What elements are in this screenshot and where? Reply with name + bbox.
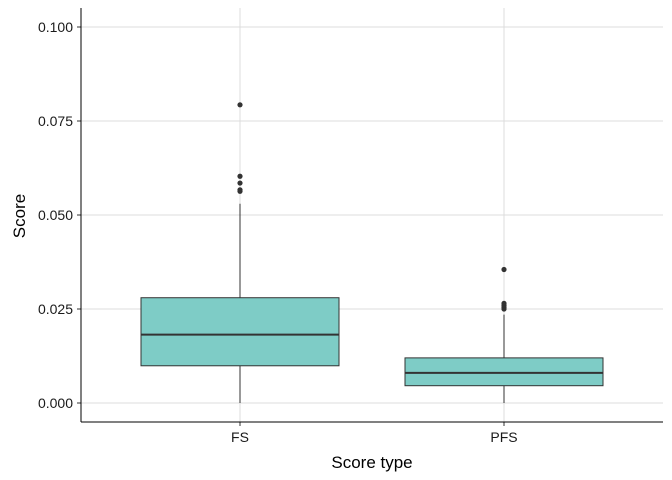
box-pfs [404, 266, 604, 403]
outlier-point [237, 102, 243, 108]
x-axis-title: Score type [331, 453, 412, 472]
y-tick-label: 0.025 [38, 301, 73, 317]
y-axis-title: Score [10, 194, 29, 238]
box-iqr [404, 357, 604, 387]
y-tick-label: 0.000 [38, 395, 73, 411]
y-tick-label: 0.100 [38, 19, 73, 35]
outlier-point [237, 180, 243, 186]
outlier-point [237, 187, 243, 193]
box-fs [140, 102, 340, 403]
axes: 0.000 0.025 0.050 0.075 0.100 FS PFS [38, 8, 663, 445]
box-iqr [140, 297, 340, 367]
x-tick-label: FS [231, 429, 249, 445]
y-tick-label: 0.050 [38, 207, 73, 223]
box-series [140, 102, 604, 403]
outlier-point [237, 173, 243, 179]
outlier-point [501, 300, 507, 306]
outlier-point [501, 266, 507, 273]
x-tick-label: PFS [490, 429, 517, 445]
y-tick-label: 0.075 [38, 113, 73, 129]
